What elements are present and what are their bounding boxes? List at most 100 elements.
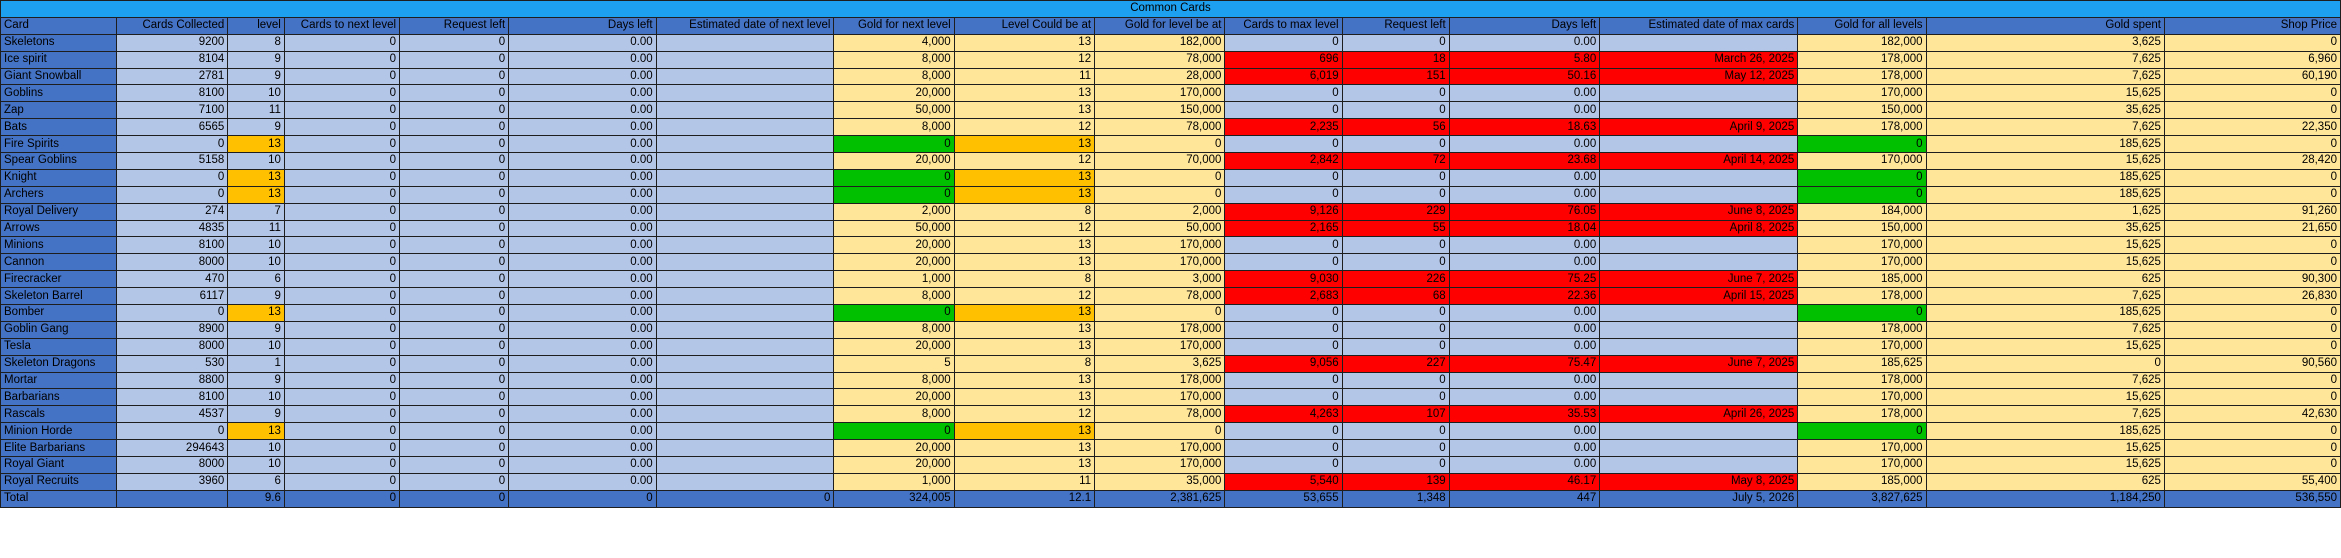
table-cell[interactable]: 0 — [283, 270, 401, 289]
table-cell[interactable]: 9 — [227, 371, 285, 390]
table-cell[interactable]: 0 — [2163, 320, 2341, 339]
table-cell[interactable] — [1599, 236, 1799, 255]
table-cell[interactable]: 2,235 — [1224, 118, 1343, 137]
card-name-cell[interactable]: Rascals — [0, 405, 118, 424]
table-cell[interactable]: 0.00 — [1448, 371, 1601, 390]
table-cell[interactable]: 0 — [833, 422, 955, 441]
table-cell[interactable]: 0 — [1797, 422, 1927, 441]
table-cell[interactable]: 0.00 — [508, 168, 657, 187]
header-cell[interactable]: Gold for all levels — [1797, 16, 1927, 35]
total-cell[interactable]: 0 — [508, 489, 657, 508]
table-cell[interactable] — [655, 253, 835, 272]
table-cell[interactable]: 7,625 — [1925, 371, 2165, 390]
table-cell[interactable]: 170,000 — [1094, 388, 1226, 407]
total-cell[interactable]: 12.1 — [953, 489, 1096, 508]
table-cell[interactable]: 0 — [1797, 168, 1927, 187]
table-cell[interactable]: 0 — [399, 287, 510, 306]
table-cell[interactable]: 20,000 — [833, 84, 955, 103]
header-cell[interactable]: level — [227, 16, 285, 35]
table-cell[interactable]: 12 — [953, 152, 1096, 170]
table-cell[interactable]: 6117 — [116, 287, 229, 306]
table-cell[interactable]: 4,000 — [833, 33, 955, 52]
table-cell[interactable] — [1599, 101, 1799, 120]
table-cell[interactable]: 35,625 — [1925, 101, 2165, 120]
table-cell[interactable]: 10 — [227, 152, 285, 170]
table-cell[interactable]: 3,625 — [1925, 33, 2165, 52]
table-cell[interactable]: 78,000 — [1094, 405, 1226, 424]
table-cell[interactable]: 0.00 — [508, 422, 657, 441]
table-cell[interactable] — [655, 118, 835, 137]
table-cell[interactable]: 0 — [283, 118, 401, 137]
table-cell[interactable]: 0 — [283, 33, 401, 52]
card-name-cell[interactable]: Ice spirit — [0, 50, 118, 69]
table-cell[interactable]: 76.05 — [1448, 202, 1601, 221]
table-cell[interactable]: 0 — [283, 354, 401, 373]
table-cell[interactable]: 0 — [2163, 371, 2341, 390]
table-cell[interactable]: 22,350 — [2163, 118, 2341, 137]
table-cell[interactable]: 9200 — [116, 33, 229, 52]
table-cell[interactable]: 170,000 — [1797, 456, 1927, 474]
table-cell[interactable]: 6,019 — [1224, 67, 1343, 86]
table-cell[interactable]: 0 — [1224, 253, 1343, 272]
table-cell[interactable]: 2,842 — [1224, 152, 1343, 170]
table-cell[interactable]: 0 — [283, 439, 401, 458]
table-cell[interactable]: 8100 — [116, 84, 229, 103]
table-cell[interactable]: 0 — [283, 405, 401, 424]
table-cell[interactable]: 0.00 — [508, 185, 657, 204]
table-cell[interactable]: 4537 — [116, 405, 229, 424]
table-cell[interactable]: 0.00 — [508, 33, 657, 52]
table-cell[interactable]: 13 — [953, 320, 1096, 339]
table-cell[interactable]: 0.00 — [508, 152, 657, 170]
table-cell[interactable]: 0.00 — [508, 202, 657, 221]
table-cell[interactable]: 0 — [2163, 422, 2341, 441]
table-cell[interactable]: 0 — [1341, 33, 1450, 52]
table-cell[interactable]: 0 — [399, 422, 510, 441]
table-cell[interactable]: 0.00 — [1448, 33, 1601, 52]
table-cell[interactable]: 0 — [399, 50, 510, 69]
table-cell[interactable]: 20,000 — [833, 253, 955, 272]
table-cell[interactable]: 0 — [399, 439, 510, 458]
table-cell[interactable]: 68 — [1341, 287, 1450, 306]
table-cell[interactable]: 0 — [1224, 388, 1343, 407]
table-cell[interactable]: 170,000 — [1797, 439, 1927, 458]
header-cell[interactable]: Estimated date of next level — [655, 16, 835, 35]
table-cell[interactable]: 0 — [1224, 135, 1343, 154]
table-cell[interactable]: 150,000 — [1797, 101, 1927, 120]
table-cell[interactable]: 78,000 — [1094, 118, 1226, 137]
table-cell[interactable]: 0.00 — [508, 354, 657, 373]
card-name-cell[interactable]: Royal Recruits — [0, 472, 118, 491]
total-cell[interactable] — [116, 489, 229, 508]
table-cell[interactable]: 178,000 — [1797, 287, 1927, 306]
table-cell[interactable]: 21,650 — [2163, 219, 2341, 238]
table-cell[interactable]: 12 — [953, 118, 1096, 137]
table-cell[interactable]: 0.00 — [1448, 101, 1601, 120]
table-cell[interactable]: 9 — [227, 287, 285, 306]
table-cell[interactable]: 2,000 — [1094, 202, 1226, 221]
table-cell[interactable]: 50,000 — [833, 219, 955, 238]
table-cell[interactable]: 3,625 — [1094, 354, 1226, 373]
table-cell[interactable]: 0 — [399, 101, 510, 120]
table-cell[interactable]: 3960 — [116, 472, 229, 491]
table-cell[interactable]: 11 — [953, 472, 1096, 491]
table-cell[interactable]: 50,000 — [833, 101, 955, 120]
table-cell[interactable]: 1,000 — [833, 270, 955, 289]
table-cell[interactable]: 13 — [953, 388, 1096, 407]
table-cell[interactable]: 0 — [399, 253, 510, 272]
table-cell[interactable]: 5,540 — [1224, 472, 1343, 491]
table-cell[interactable]: 0 — [283, 202, 401, 221]
table-cell[interactable]: 0.00 — [508, 101, 657, 120]
table-cell[interactable]: 4,263 — [1224, 405, 1343, 424]
card-name-cell[interactable]: Mortar — [0, 371, 118, 390]
total-cell[interactable]: 0 — [655, 489, 835, 508]
total-cell[interactable]: 0 — [399, 489, 510, 508]
table-cell[interactable]: 78,000 — [1094, 50, 1226, 69]
table-cell[interactable]: 0 — [116, 422, 229, 441]
table-cell[interactable]: 0.00 — [508, 50, 657, 69]
sheet-title[interactable]: Common Cards — [0, 0, 2341, 18]
table-cell[interactable] — [1599, 388, 1799, 407]
table-cell[interactable]: 0.00 — [508, 135, 657, 154]
table-cell[interactable] — [1599, 253, 1799, 272]
table-cell[interactable]: 10 — [227, 388, 285, 407]
table-cell[interactable]: 0 — [116, 304, 229, 322]
table-cell[interactable]: 11 — [953, 67, 1096, 86]
